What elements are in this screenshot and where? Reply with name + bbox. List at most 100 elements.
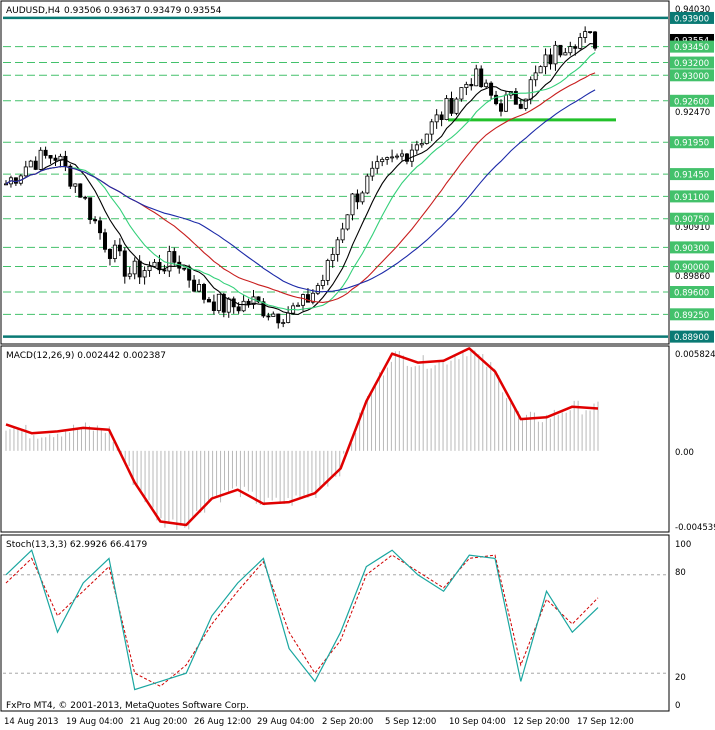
date-label: 17 Sep 12:00	[577, 717, 634, 727]
candle-body	[444, 98, 449, 121]
candle-body	[454, 98, 459, 114]
level-box-layer: 0.939000.935540.934500.932000.930000.926…	[670, 11, 714, 343]
candle-body	[583, 31, 588, 38]
macd-signal-line	[5, 347, 599, 527]
price-level-box-text: 0.93200	[674, 59, 709, 69]
price-level-box: 0.91100	[670, 190, 714, 203]
candle-body	[563, 52, 568, 56]
price-level-box-text: 0.91450	[674, 171, 709, 181]
candle-body	[310, 292, 315, 303]
candle-body	[419, 143, 424, 146]
date-label: 19 Aug 04:00	[66, 717, 123, 727]
date-label: 21 Aug 20:00	[130, 717, 187, 727]
candle-body	[325, 260, 330, 281]
price-level-box: 0.93900	[670, 11, 714, 24]
macd-tick: -0.004539	[675, 523, 715, 533]
price-level-box-bg	[670, 330, 714, 343]
candle-body	[489, 82, 494, 96]
candle-body	[33, 160, 38, 170]
candle-body	[296, 304, 301, 307]
candle-body	[182, 267, 187, 270]
candle-body	[503, 94, 508, 112]
price-level-box: 0.93450	[670, 40, 714, 53]
price-level-box-bg	[670, 286, 714, 299]
candle-body	[538, 66, 543, 74]
copyright-text: FxPro MT4, © 2001-2013, MetaQuotes Softw…	[6, 701, 249, 711]
price-level-box-bg	[670, 40, 714, 53]
candle-body	[385, 157, 390, 160]
candle-body	[558, 44, 563, 56]
candle-body	[216, 293, 221, 311]
candle-body	[469, 83, 474, 87]
candle-body	[429, 121, 434, 135]
candle-body	[73, 183, 78, 187]
candle-body	[305, 294, 310, 303]
price-level-box: 0.92600	[670, 94, 714, 107]
stoch-tick: 100	[675, 540, 691, 550]
candle-body	[281, 322, 286, 324]
candle-body	[88, 197, 93, 220]
candle-body	[231, 298, 236, 308]
price-level-box-bg	[670, 94, 714, 107]
price-level-box-bg	[670, 136, 714, 149]
candle-body	[528, 79, 533, 100]
candle-body	[211, 301, 216, 311]
price-level-box: 0.93000	[670, 69, 714, 82]
candle-body	[127, 273, 132, 277]
candle-body	[548, 54, 553, 65]
price-level-box-text: 0.90000	[674, 263, 709, 273]
price-level-box-bg	[670, 168, 714, 181]
candle-body	[256, 296, 261, 303]
candle-body	[553, 44, 558, 65]
candle-body	[365, 175, 370, 194]
price-level-box-bg	[670, 241, 714, 254]
candle-body	[147, 265, 152, 271]
stoch-signal-line	[5, 554, 599, 687]
ma-black-line	[5, 43, 596, 316]
price-level-box: 0.90300	[670, 241, 714, 254]
stoch-label: Stoch(13,3,3) 62.9926 66.4179	[6, 540, 147, 550]
candle-body	[197, 283, 202, 292]
stoch-panel-frame	[0, 534, 670, 712]
price-level-box-text: 0.88900	[674, 333, 709, 343]
price-level-box-text: 0.91950	[674, 139, 709, 149]
stoch-tick: 0	[675, 701, 680, 711]
price-level-box-text: 0.93450	[674, 43, 709, 53]
candle-body	[578, 37, 583, 49]
candle-body	[404, 153, 409, 162]
stoch-tick: 20	[675, 673, 686, 683]
macd-histogram	[5, 348, 599, 530]
candle-body	[236, 306, 241, 312]
price-level-box-bg	[670, 56, 714, 69]
candle-body	[187, 267, 192, 281]
candle-body	[434, 114, 439, 123]
candle-body	[112, 244, 117, 259]
price-level-box: 0.91950	[670, 136, 714, 149]
candle-body	[93, 219, 98, 222]
candle-body	[593, 31, 598, 49]
candle-body	[543, 54, 548, 68]
price-level-box-bg	[670, 69, 714, 82]
candle-body	[78, 183, 83, 198]
candle-body	[573, 46, 578, 49]
price-level-box-text: 0.93900	[674, 14, 709, 24]
price-layer	[3, 16, 668, 338]
date-label: 5 Sep 12:00	[385, 717, 436, 727]
price-level-box-text: 0.90750	[674, 215, 709, 225]
candle-body	[588, 31, 593, 33]
price-tick: 0.94030	[675, 5, 710, 15]
candles-group	[4, 26, 598, 329]
candle-body	[226, 298, 231, 313]
candle-body	[192, 279, 197, 292]
price-level-box-text: 0.93000	[674, 72, 709, 82]
macd-tick: 0.005824	[675, 350, 715, 360]
price-level-box-bg	[670, 190, 714, 203]
candle-body	[167, 251, 172, 272]
candle-body	[43, 149, 48, 156]
candle-body	[355, 193, 360, 203]
candle-body	[162, 269, 167, 272]
candle-body	[409, 149, 414, 162]
candle-body	[360, 192, 365, 203]
